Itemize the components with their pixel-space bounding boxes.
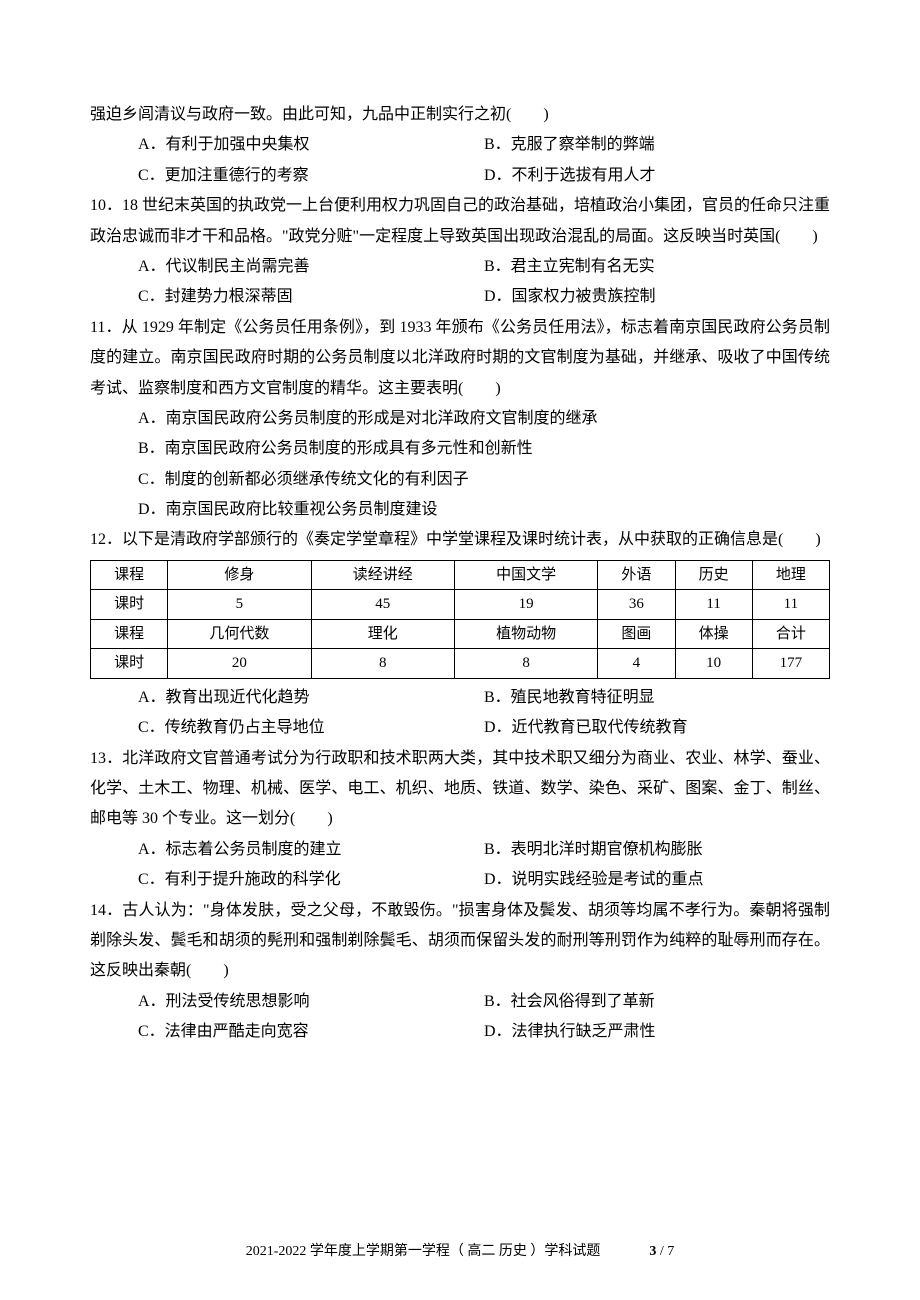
q9-opt-d: D．不利于选拔有用人才: [484, 161, 830, 191]
page-footer: 2021-2022 学年度上学期第一学程（ 高二 历史 ）学科试题 3 / 7: [0, 1240, 920, 1260]
q12-options-row2: C．传统教育仍占主导地位 D．近代教育已取代传统教育: [90, 713, 830, 743]
q9-options-row2: C．更加注重德行的考察 D．不利于选拔有用人才: [90, 161, 830, 191]
q9-opt-c: C．更加注重德行的考察: [138, 161, 484, 191]
page-number-total: 7: [667, 1244, 674, 1259]
table-cell: 11: [752, 590, 829, 620]
q11-opt-c: C．制度的创新都必须继承传统文化的有利因子: [138, 465, 830, 495]
q10-opt-a: A．代议制民主尚需完善: [138, 252, 484, 282]
table-cell: 8: [454, 649, 597, 679]
q11-stem: 11．从 1929 年制定《公务员任用条例》，到 1933 年颁布《公务员任用法…: [90, 313, 830, 404]
table-cell: 5: [168, 590, 311, 620]
table-row: 课程 几何代数 理化 植物动物 图画 体操 合计: [91, 619, 830, 649]
table-cell: 体操: [675, 619, 752, 649]
q13-opt-a: A．标志着公务员制度的建立: [138, 835, 484, 865]
table-cell: 图画: [598, 619, 675, 649]
q13-options-row1: A．标志着公务员制度的建立 B．表明北洋时期官僚机构膨胀: [90, 835, 830, 865]
q13-opt-d: D．说明实践经验是考试的重点: [484, 865, 830, 895]
table-cell: 修身: [168, 560, 311, 590]
table-cell: 植物动物: [454, 619, 597, 649]
q12-opt-b: B．殖民地教育特征明显: [484, 683, 830, 713]
q10-opt-d: D．国家权力被贵族控制: [484, 282, 830, 312]
table-cell: 地理: [752, 560, 829, 590]
table-row: 课时 20 8 8 4 10 177: [91, 649, 830, 679]
footer-text: 2021-2022 学年度上学期第一学程（ 高二 历史 ）学科试题: [246, 1244, 601, 1259]
table-cell: 课时: [91, 649, 168, 679]
table-cell: 读经讲经: [311, 560, 454, 590]
q11-opt-d: D．南京国民政府比较重视公务员制度建设: [138, 495, 830, 525]
table-cell: 外语: [598, 560, 675, 590]
table-cell: 合计: [752, 619, 829, 649]
q10-opt-c: C．封建势力根深蒂固: [138, 282, 484, 312]
q11-opt-a: A．南京国民政府公务员制度的形成是对北洋政府文官制度的继承: [138, 404, 830, 434]
q14-opt-a: A．刑法受传统思想影响: [138, 987, 484, 1017]
table-cell: 19: [454, 590, 597, 620]
q14-options-row1: A．刑法受传统思想影响 B．社会风俗得到了革新: [90, 987, 830, 1017]
table-cell: 177: [752, 649, 829, 679]
q12-stem: 12．以下是清政府学部颁行的《奏定学堂章程》中学堂课程及课时统计表，从中获取的正…: [90, 525, 830, 555]
q12-opt-d: D．近代教育已取代传统教育: [484, 713, 830, 743]
table-cell: 10: [675, 649, 752, 679]
q13-stem: 13．北洋政府文官普通考试分为行政职和技术职两大类，其中技术职又细分为商业、农业…: [90, 744, 830, 835]
table-cell: 理化: [311, 619, 454, 649]
q13-options-row2: C．有利于提升施政的科学化 D．说明实践经验是考试的重点: [90, 865, 830, 895]
q11-options: A．南京国民政府公务员制度的形成是对北洋政府文官制度的继承 B．南京国民政府公务…: [90, 404, 830, 526]
table-row: 课程 修身 读经讲经 中国文学 外语 历史 地理: [91, 560, 830, 590]
q11-opt-b: B．南京国民政府公务员制度的形成具有多元性和创新性: [138, 434, 830, 464]
q13-opt-b: B．表明北洋时期官僚机构膨胀: [484, 835, 830, 865]
table-cell: 课时: [91, 590, 168, 620]
q14-opt-b: B．社会风俗得到了革新: [484, 987, 830, 1017]
page-number-sep: /: [656, 1244, 667, 1259]
table-row: 课时 5 45 19 36 11 11: [91, 590, 830, 620]
q14-opt-d: D．法律执行缺乏严肃性: [484, 1017, 830, 1047]
table-cell: 45: [311, 590, 454, 620]
q9-opt-a: A．有利于加强中央集权: [138, 130, 484, 160]
page-content: 强迫乡闾清议与政府一致。由此可知，九品中正制实行之初( ) A．有利于加强中央集…: [90, 100, 830, 1048]
table-cell: 8: [311, 649, 454, 679]
table-cell: 20: [168, 649, 311, 679]
q12-opt-a: A．教育出现近代化趋势: [138, 683, 484, 713]
q14-stem: 14．古人认为："身体发肤，受之父母，不敢毁伤。"损害身体及鬓发、胡须等均属不孝…: [90, 896, 830, 987]
q10-opt-b: B．君主立宪制有名无实: [484, 252, 830, 282]
table-cell: 36: [598, 590, 675, 620]
table-cell: 4: [598, 649, 675, 679]
q9-stem-cont: 强迫乡闾清议与政府一致。由此可知，九品中正制实行之初( ): [90, 100, 830, 130]
q14-options-row2: C．法律由严酷走向宽容 D．法律执行缺乏严肃性: [90, 1017, 830, 1047]
q9-options-row1: A．有利于加强中央集权 B．克服了察举制的弊端: [90, 130, 830, 160]
table-cell: 11: [675, 590, 752, 620]
q13-opt-c: C．有利于提升施政的科学化: [138, 865, 484, 895]
q12-options-row1: A．教育出现近代化趋势 B．殖民地教育特征明显: [90, 683, 830, 713]
q10-options-row2: C．封建势力根深蒂固 D．国家权力被贵族控制: [90, 282, 830, 312]
table-cell: 中国文学: [454, 560, 597, 590]
q10-options-row1: A．代议制民主尚需完善 B．君主立宪制有名无实: [90, 252, 830, 282]
q10-stem: 10．18 世纪末英国的执政党一上台便利用权力巩固自己的政治基础，培植政治小集团…: [90, 191, 830, 252]
q14-opt-c: C．法律由严酷走向宽容: [138, 1017, 484, 1047]
table-cell: 历史: [675, 560, 752, 590]
q12-opt-c: C．传统教育仍占主导地位: [138, 713, 484, 743]
q12-table: 课程 修身 读经讲经 中国文学 外语 历史 地理 课时 5 45 19 36 1…: [90, 560, 830, 679]
table-cell: 课程: [91, 619, 168, 649]
table-cell: 课程: [91, 560, 168, 590]
table-cell: 几何代数: [168, 619, 311, 649]
q9-opt-b: B．克服了察举制的弊端: [484, 130, 830, 160]
